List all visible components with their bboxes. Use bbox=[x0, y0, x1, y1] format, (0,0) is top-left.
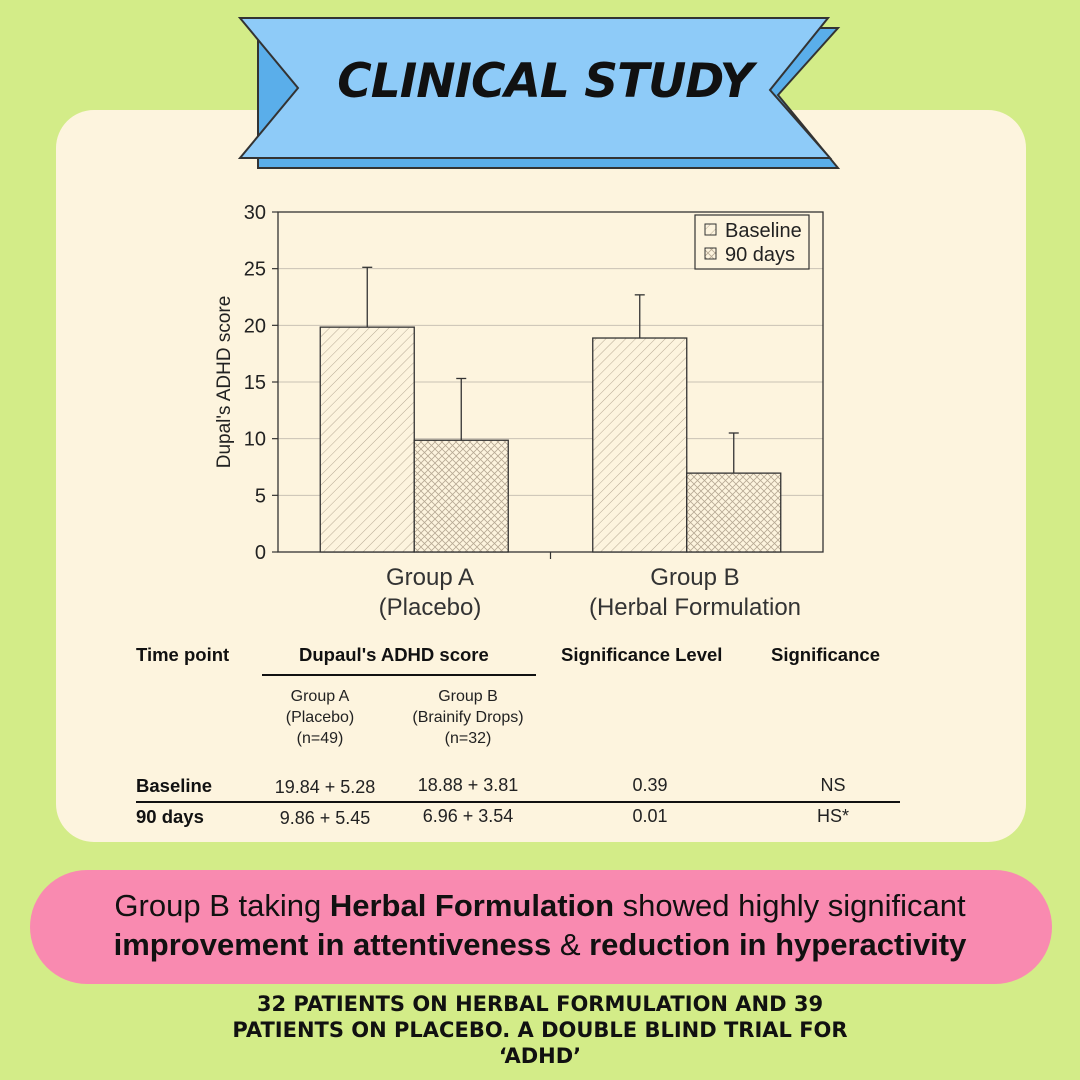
legend-swatch bbox=[704, 247, 717, 260]
cell-baseline-group-b: 18.88 + 3.81 bbox=[417, 775, 519, 795]
header-time-point: Time point bbox=[136, 644, 230, 665]
subheader-group-b-line2: (Brainify Drops) bbox=[412, 709, 524, 726]
y-axis-label: Dupal's ADHD score bbox=[214, 296, 235, 469]
subheader-group-b: Group B (Brainify Drops) (n=32) bbox=[392, 686, 544, 749]
row-label-baseline: Baseline bbox=[136, 775, 213, 796]
cell-baseline-group-a: 19.84 + 5.28 bbox=[274, 777, 376, 797]
group-b-label-line1: Group B bbox=[650, 564, 740, 591]
row-label-90-days: 90 days bbox=[136, 806, 204, 827]
legend-swatch bbox=[704, 223, 717, 236]
group-b-label: Group B (Herbal Formulation bbox=[565, 563, 825, 623]
header-significance-level: Significance Level bbox=[561, 644, 723, 665]
cell-baseline-level: 0.39 bbox=[632, 775, 668, 795]
cell-baseline-significance: NS bbox=[820, 775, 846, 795]
header-adhd-score: Dupaul's ADHD score bbox=[299, 644, 489, 665]
y-tick-label: 10 bbox=[244, 429, 266, 451]
cell-90-days-level: 0.01 bbox=[632, 806, 668, 826]
footer-note: 32 PATIENTS ON HERBAL FORMULATION AND 39… bbox=[170, 991, 910, 1069]
bar bbox=[592, 337, 688, 553]
cell-90-days-group-b: 6.96 + 3.54 bbox=[422, 806, 514, 826]
cell-90-days-group-a: 9.86 + 5.45 bbox=[279, 808, 371, 828]
callout-text-1c: showed highly significant bbox=[614, 888, 966, 923]
subheader-group-b-line3: (n=32) bbox=[444, 730, 492, 747]
subheader-group-a-line1: Group A bbox=[290, 688, 350, 705]
legend-label: 90 days bbox=[725, 244, 795, 266]
y-tick-label: 15 bbox=[244, 372, 266, 394]
group-a-label-line2: (Placebo) bbox=[378, 594, 482, 621]
y-tick-label: 30 bbox=[244, 202, 266, 224]
cell-90-days-significance: HS* bbox=[816, 806, 849, 826]
content-card bbox=[56, 110, 1026, 842]
subheader-group-a-line3: (n=49) bbox=[296, 730, 344, 747]
footer-line-1: 32 PATIENTS ON HERBAL FORMULATION AND 39 bbox=[256, 992, 824, 1016]
header-underline bbox=[262, 674, 536, 676]
table-row-divider bbox=[136, 801, 900, 803]
group-a-label-line1: Group A bbox=[385, 564, 475, 591]
y-tick-label: 25 bbox=[244, 259, 266, 281]
group-b-label-line2: (Herbal Formulation bbox=[588, 594, 802, 621]
header-significance: Significance bbox=[771, 644, 880, 665]
group-a-label: Group A (Placebo) bbox=[330, 563, 530, 623]
callout-pill bbox=[30, 870, 1052, 984]
y-tick-label: 5 bbox=[255, 485, 266, 507]
bar bbox=[413, 439, 509, 553]
callout-line-2: improvement in attentiveness & reduction… bbox=[0, 927, 1080, 963]
callout-text-2c: reduction in hyperactivity bbox=[589, 927, 967, 962]
callout-text-2a: improvement in attentiveness bbox=[113, 927, 552, 962]
legend-label: Baseline bbox=[725, 220, 802, 242]
bar bbox=[319, 326, 415, 553]
bar bbox=[686, 472, 782, 553]
callout-line-1: Group B taking Herbal Formulation showed… bbox=[0, 888, 1080, 924]
subheader-group-a-line2: (Placebo) bbox=[285, 709, 355, 726]
subheader-group-b-line1: Group B bbox=[438, 688, 498, 705]
callout-text-1a: Group B taking bbox=[114, 888, 330, 923]
footer-line-2: PATIENTS ON PLACEBO. A DOUBLE BLIND TRIA… bbox=[232, 1018, 848, 1042]
footer-line-3: ‘ADHD’ bbox=[498, 1044, 582, 1068]
bar-chart: 0 5 10 15 20 25 30 Dupal's ADHD score Baseline90… bbox=[214, 202, 824, 564]
y-tick-label: 20 bbox=[244, 315, 266, 337]
banner-title: CLINICAL STUDY bbox=[337, 54, 753, 109]
callout-text-2b: & bbox=[551, 927, 590, 962]
subheader-group-a: Group A (Placebo) (n=49) bbox=[258, 686, 382, 749]
y-tick-label: 0 bbox=[255, 542, 266, 564]
callout-text-1b: Herbal Formulation bbox=[329, 888, 615, 923]
